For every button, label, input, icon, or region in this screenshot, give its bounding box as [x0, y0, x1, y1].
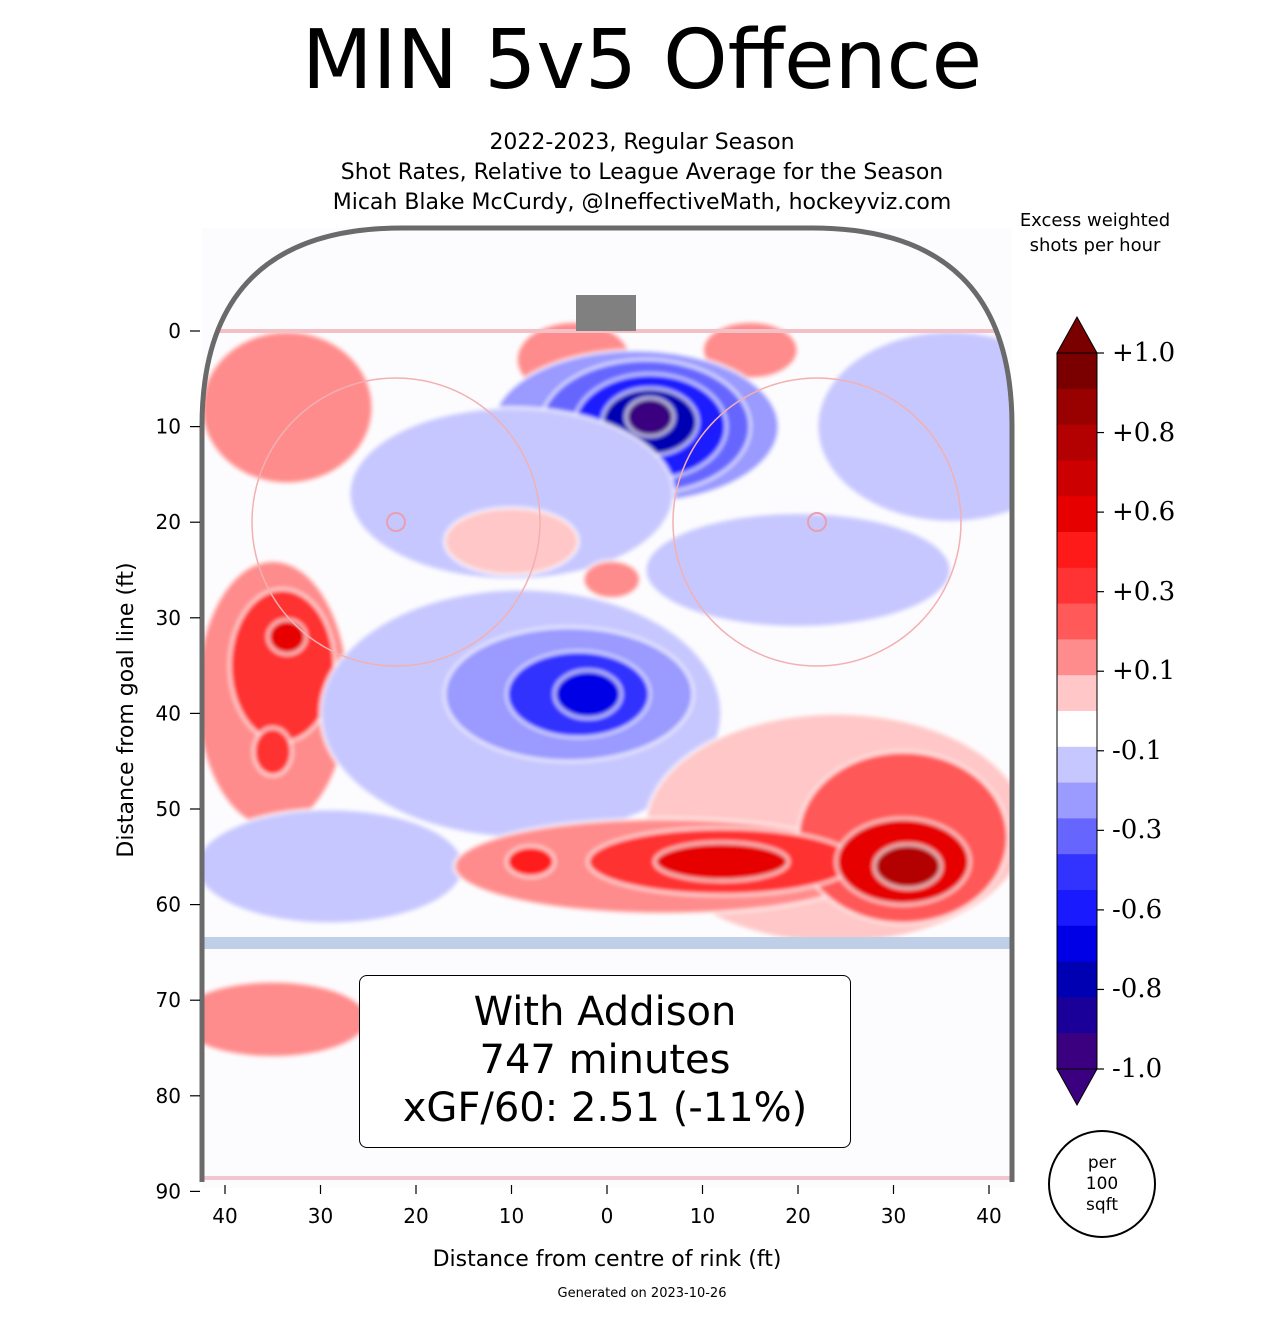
heatmap-region-10	[443, 506, 580, 577]
x-tick-label: 20	[403, 1204, 428, 1228]
heatmap-region-11	[581, 559, 642, 600]
colorbar	[1056, 315, 1104, 1107]
rink-markings	[202, 329, 1012, 1180]
y-tick-label: 90	[156, 1179, 181, 1203]
colorbar-swatch	[1057, 890, 1097, 927]
colorbar-title: Excess weighted shots per hour	[1019, 210, 1171, 256]
heatmap-region-16	[252, 726, 294, 777]
colorbar-swatch	[1057, 424, 1097, 461]
colorbar-tick-label: -0.3	[1112, 815, 1163, 846]
heatmap-region-29	[873, 843, 943, 890]
colorbar-swatch	[1057, 532, 1097, 569]
subtitle-metric: Shot Rates, Relative to League Average f…	[340, 160, 944, 185]
rink-boards	[199, 225, 1015, 1182]
unit-line-3: sqft	[1086, 1194, 1118, 1215]
x-tick-label: 10	[499, 1204, 524, 1228]
colorbar-outline	[1056, 352, 1098, 1070]
x-tick-label: 30	[881, 1204, 906, 1228]
annotation-box: With Addison 747 minutes xGF/60: 2.51 (-…	[359, 975, 851, 1148]
colorbar-swatch	[1057, 496, 1097, 533]
y-tick-label: 10	[156, 415, 181, 439]
y-axis: 0 10 20 30 40 50 60 70 80 90	[156, 319, 200, 1203]
y-tick-label: 70	[156, 988, 181, 1012]
colorbar-swatch	[1057, 675, 1097, 712]
x-tick-label: 40	[976, 1204, 1001, 1228]
colorbar-swatch	[1057, 782, 1097, 819]
colorbar-tick-label: -0.8	[1112, 974, 1163, 1005]
colorbar-extend-bottom	[1056, 1068, 1098, 1107]
colorbar-swatch	[1057, 818, 1097, 855]
colorbar-tick-label: -0.1	[1112, 735, 1163, 766]
colorbar-swatch	[1057, 961, 1097, 998]
heatmap-region-15	[266, 618, 308, 656]
colorbar-swatch	[1057, 1033, 1097, 1070]
x-tick-label: 10	[690, 1204, 715, 1228]
subtitle-season: 2022-2023, Regular Season	[489, 130, 795, 155]
heatmap-region-2	[701, 320, 800, 381]
colorbar-swatch	[1057, 746, 1097, 784]
colorbar-extend-top	[1056, 315, 1098, 354]
unit-line-2: 100	[1085, 1173, 1119, 1194]
y-tick-label: 30	[156, 606, 181, 630]
x-tick-label: 20	[785, 1204, 810, 1228]
y-axis-label: Distance from goal line (ft)	[114, 562, 139, 857]
colorbar-swatch	[1057, 711, 1097, 748]
heatmap-region-14	[228, 587, 337, 744]
annotation-xgf: xGF/60: 2.51 (-11%)	[402, 1085, 808, 1131]
heatmap-region-9	[347, 406, 676, 581]
colorbar-tick-label: -1.0	[1112, 1054, 1163, 1084]
x-tick-label: 30	[308, 1204, 333, 1228]
unit-line-1: per	[1087, 1152, 1117, 1173]
colorbar-swatch	[1057, 353, 1097, 390]
y-tick-label: 20	[156, 510, 181, 534]
colorbar-tick-label: -0.6	[1112, 894, 1163, 925]
colorbar-tick-label: +0.6	[1112, 497, 1176, 528]
colorbar-tick-label: +0.3	[1112, 576, 1176, 607]
colorbar-tick-label: +0.8	[1112, 417, 1176, 448]
faceoff-dot-right	[807, 512, 827, 532]
faceoff-circle-right	[672, 377, 962, 667]
x-tick-label: 0	[601, 1204, 614, 1228]
annotation-player: With Addison	[473, 989, 737, 1035]
colorbar-tick-label: +0.1	[1112, 656, 1176, 687]
y-tick-label: 50	[156, 797, 181, 821]
unit-circle: per 100 sqft	[1048, 1130, 1156, 1238]
colorbar-swatch	[1057, 460, 1097, 497]
heatmap-region-12	[643, 511, 953, 629]
chart-title: MIN 5v5 Offence	[301, 13, 983, 108]
heatmap-region-20	[553, 669, 623, 720]
colorbar-swatch	[1057, 388, 1097, 426]
colorbar-swatch	[1057, 854, 1097, 891]
heatmap-region-21	[202, 807, 465, 925]
colorbar-swatch	[1057, 567, 1097, 605]
x-axis-label: Distance from centre of rink (ft)	[433, 1247, 782, 1272]
heatmap-region-8	[624, 396, 676, 438]
y-tick-label: 0	[168, 319, 181, 343]
colorbar-swatch	[1057, 997, 1097, 1034]
goal-net	[576, 295, 636, 331]
heatmap-region-28	[505, 845, 556, 879]
heatmap-layer	[202, 320, 1012, 1059]
heatmap-region-27	[653, 841, 790, 882]
y-tick-label: 60	[156, 893, 181, 917]
annotation-minutes: 747 minutes	[479, 1037, 731, 1083]
heatmap-region-30	[202, 979, 370, 1059]
x-tick-label: 40	[212, 1204, 237, 1228]
faceoff-circle-left	[251, 377, 541, 667]
x-axis: 40 30 20 10 0 10 20 30 40	[212, 1185, 1002, 1228]
colorbar-tick-label: +1.0	[1112, 338, 1176, 368]
subtitle-author: Micah Blake McCurdy, @IneffectiveMath, h…	[332, 190, 952, 215]
generated-note: Generated on 2023-10-26	[557, 1286, 727, 1301]
colorbar-swatch	[1057, 925, 1097, 963]
y-tick-label: 80	[156, 1084, 181, 1108]
colorbar-swatch	[1057, 639, 1097, 676]
colorbar-swatch	[1057, 603, 1097, 640]
faceoff-dot-left	[386, 512, 406, 532]
heatmap-region-3	[815, 329, 1012, 524]
heatmap-region-0	[202, 329, 375, 486]
y-tick-label: 40	[156, 701, 181, 725]
